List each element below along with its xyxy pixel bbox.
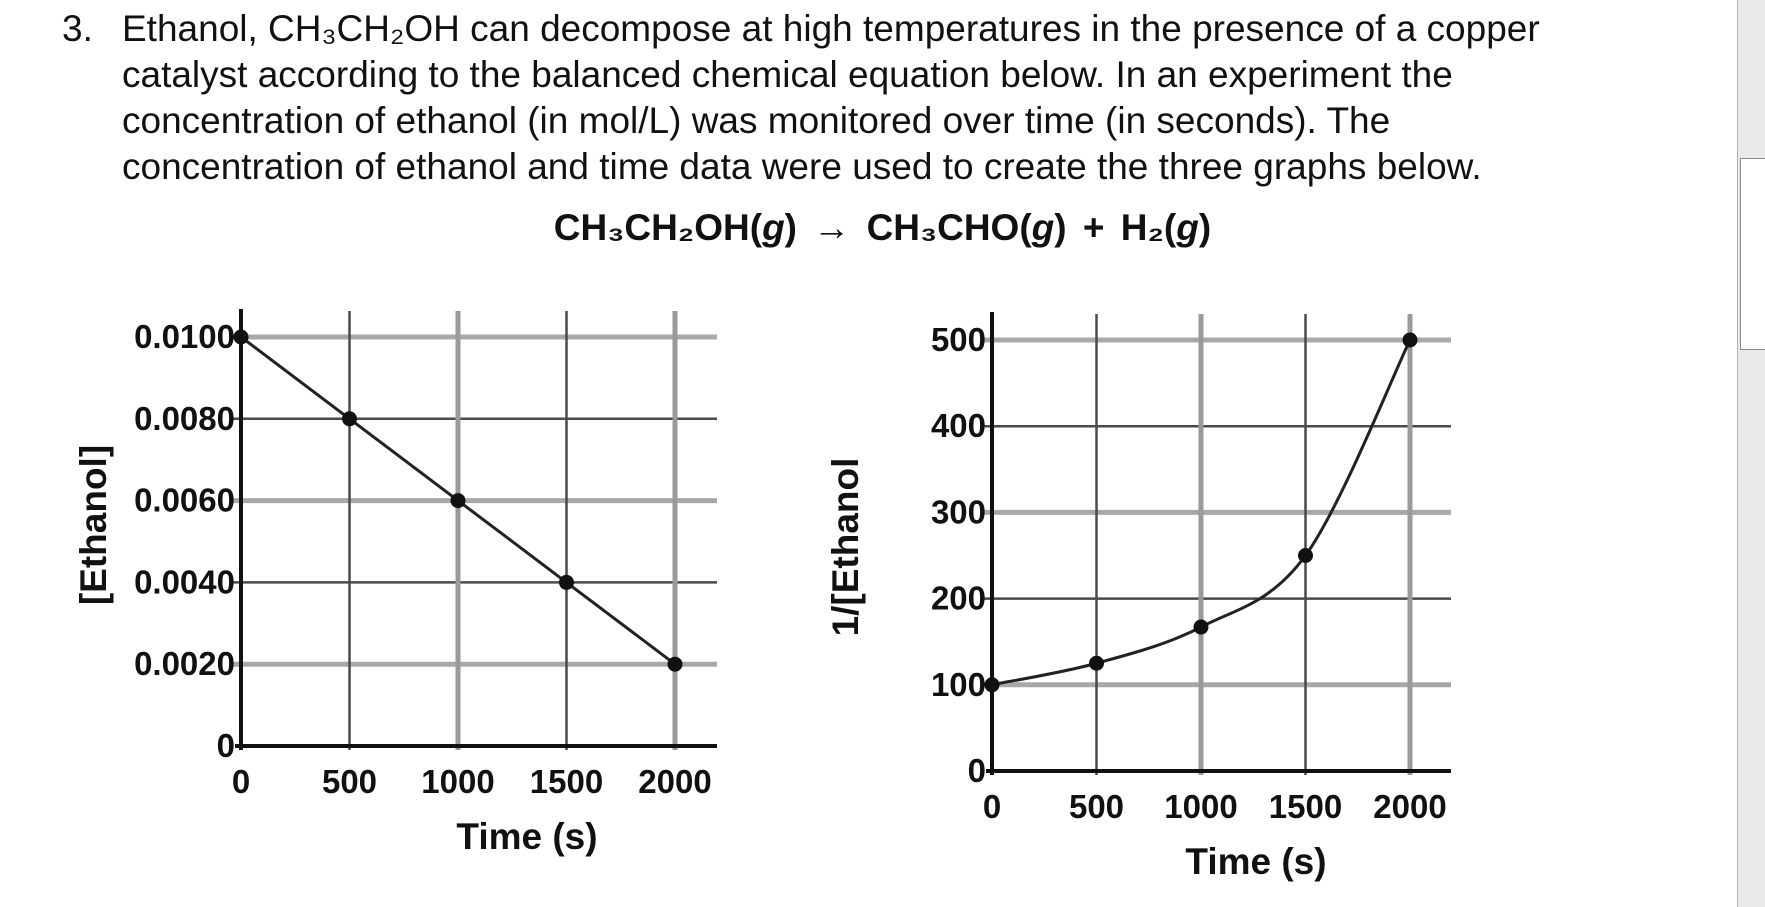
data-point (233, 329, 249, 345)
y-tick-label: 100 (931, 666, 986, 703)
product-1-state: g (1031, 207, 1055, 248)
reaction-arrow: → (813, 207, 851, 248)
data-point (667, 656, 683, 672)
y-tick-label: 0.0060 (134, 482, 235, 519)
reactant-close: ) (784, 207, 797, 248)
x-axis-label: Time (s) (1185, 841, 1326, 882)
y-tick-label: 0.0040 (134, 563, 235, 600)
data-point (984, 677, 1000, 693)
data-point (559, 574, 574, 590)
reactant-state: g (762, 207, 785, 248)
x-tick-label: 1500 (1269, 788, 1342, 825)
ethanol-concentration-chart: 0 0.0020 0.0040 0.0060 0.0080 0.0100 0 500 1000 1… (73, 309, 717, 857)
x-tick-label: 2000 (638, 763, 711, 800)
question-line: concentration of ethanol and time data w… (122, 146, 1482, 187)
product-1-close: ) (1054, 207, 1067, 248)
product-2-close: ) (1198, 207, 1212, 248)
x-tick-label: 1000 (421, 763, 494, 800)
x-tick-label: 500 (322, 763, 377, 800)
x-tick-label: 500 (1069, 788, 1124, 825)
data-point (342, 411, 357, 427)
x-axis-label: Time (s) (456, 816, 597, 857)
data-point (1402, 332, 1418, 348)
chemical-equation: CH₃CH₂OH(g) → CH₃CHO(g) + H₂(g) (0, 207, 1765, 249)
question-number: 3. (62, 8, 93, 49)
y-tick-label: 300 (931, 493, 986, 530)
question-line: concentration of ethanol (in mol/L) was … (122, 100, 1391, 141)
y-axis-label: 1/[Ethanol (825, 458, 866, 637)
y-tick-label: 400 (931, 407, 986, 444)
y-tick-label: 0 (968, 752, 986, 789)
data-line (991, 339, 1412, 687)
y-tick-label: 200 (931, 580, 986, 617)
x-tick-label: 2000 (1373, 788, 1446, 825)
y-tick-label: 0 (217, 727, 235, 764)
x-tick-label: 0 (983, 788, 1001, 825)
x-tick-label: 0 (232, 763, 250, 800)
question-text: Ethanol, CH₃CH₂OH can decompose at high … (122, 6, 1712, 190)
sidebar-scrollbar[interactable] (1737, 0, 1765, 907)
plus-sign: + (1082, 207, 1105, 248)
y-tick-label: 0.0080 (134, 400, 235, 437)
x-tick-label: 1000 (1164, 788, 1237, 825)
question-line: catalyst according to the balanced chemi… (122, 54, 1453, 95)
y-tick-label: 0.0100 (134, 318, 235, 355)
x-tick-label: 1500 (530, 763, 603, 800)
y-tick-label: 0.0020 (134, 645, 235, 682)
product-2-state: g (1176, 207, 1199, 248)
data-point (1089, 655, 1104, 671)
question-line: Ethanol, CH₃CH₂OH can decompose at high … (122, 8, 1540, 49)
product-2: H₂( (1120, 207, 1177, 248)
y-axis-label: [Ethanol] (73, 445, 114, 605)
y-tick-label: 500 (931, 321, 986, 358)
data-point (1298, 548, 1313, 563)
reactant: CH₃CH₂OH( (553, 207, 763, 248)
data-point (450, 493, 466, 509)
inverse-ethanol-chart: 0 100 200 300 400 500 0 500 1000 1500 2000 Time (s)… (825, 312, 1451, 882)
product-1: CH₃CHO( (866, 207, 1032, 248)
sidebar-panel[interactable] (1740, 158, 1765, 350)
data-point (1193, 619, 1209, 635)
